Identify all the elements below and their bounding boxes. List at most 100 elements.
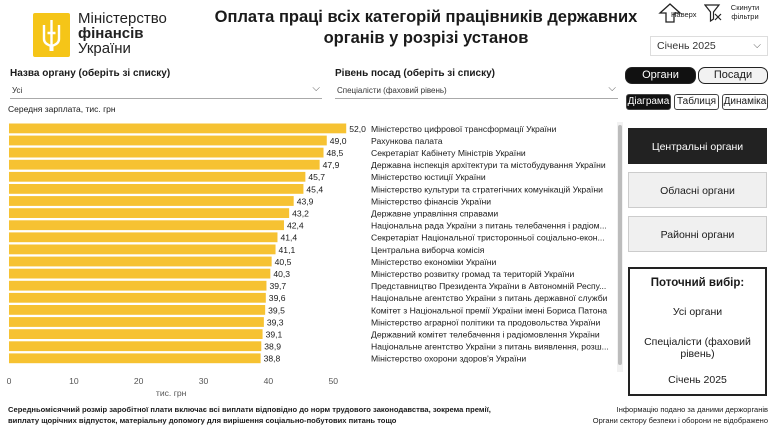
bar-19 (9, 341, 262, 352)
x-tick-label: 20 (134, 376, 144, 386)
chart-scrollbar-thumb[interactable] (618, 125, 622, 365)
trident-icon (42, 20, 61, 51)
footer-source-line-2: Органи сектору безпеки і оборони не відо… (592, 416, 768, 425)
x-tick-label: 30 (199, 376, 209, 386)
bar-value-label: 43,2 (292, 209, 309, 219)
category-label: Міністерство цифрової трансформації Укра… (371, 124, 557, 134)
bar-value-label: 42,4 (287, 221, 304, 231)
bar-2 (9, 135, 327, 146)
selection-period: Січень 2025 (668, 374, 727, 386)
selection-position: Спеціалісти (фаховий рівень) (644, 336, 751, 360)
x-tick-label: 40 (264, 376, 274, 386)
bar-17 (9, 317, 264, 327)
position-filter-dropdown[interactable]: Спеціалісти (фаховий рівень) ⌵ (335, 83, 618, 99)
up-arrow-icon (658, 3, 682, 23)
category-label: Національна рада України з питань телеба… (371, 221, 607, 231)
org-filter-label: Назва органу (оберіть зі списку) (10, 68, 171, 79)
chevron-down-icon: ⌵ (608, 83, 616, 94)
category-label: Представництво Президента України в Авто… (371, 281, 606, 291)
chevron-down-icon: ⌵ (312, 83, 320, 94)
logo-line-3: України (78, 40, 131, 57)
level-regional-button[interactable]: Обласні органи (628, 172, 767, 208)
bar-value-label: 41,1 (279, 245, 296, 255)
bar-18 (9, 329, 263, 339)
x-axis-label: тис. грн (156, 388, 187, 398)
footer-source: Інформацію подано за даними держорганів … (555, 404, 768, 426)
position-filter-label: Рівень посад (оберіть зі списку) (335, 68, 495, 79)
bar-7 (9, 196, 294, 206)
bar-5 (9, 171, 306, 182)
ministry-logo-text: Міністерство фінансів України (78, 11, 167, 56)
level-district-button[interactable]: Районні органи (628, 216, 767, 252)
org-filter-value: Усі (12, 86, 23, 95)
logo-line-1: Міністерство (78, 10, 167, 27)
category-label: Міністерство культури та стратегічних ко… (371, 184, 603, 194)
category-label: Міністерство аграрної політики та продов… (371, 317, 600, 327)
bar-value-label: 39,5 (268, 305, 285, 315)
toggle-organs[interactable]: Органи (625, 67, 696, 84)
logo-line-2: фінансів (78, 25, 144, 42)
category-label: Міністерство економіки України (371, 257, 497, 267)
bar-12 (9, 256, 272, 267)
position-filter-value: Спеціалісти (фаховий рівень) (337, 86, 447, 95)
category-label: Міністерство юстиції України (371, 172, 486, 182)
category-label: Національне агентство України з питань в… (371, 342, 609, 352)
category-label: Державна інспекція архітектури та містоб… (371, 160, 606, 170)
bar-3 (9, 147, 324, 158)
salary-bar-chart: 52,0 Міністерство цифрової трансформації … (7, 123, 609, 398)
footer-note-line-2: виплату щорічних відпусток, матеріальну … (8, 416, 397, 425)
org-filter-dropdown[interactable]: Усі ⌵ (10, 83, 322, 99)
bar-14 (9, 280, 267, 291)
bar-value-label: 38,8 (264, 354, 281, 364)
level-central-button[interactable]: Центральні органи (628, 128, 767, 164)
bar-4 (9, 159, 320, 170)
toggle-positions[interactable]: Посади (698, 67, 768, 84)
bar-value-label: 49,0 (330, 136, 347, 146)
bar-8 (9, 208, 290, 218)
selection-title: Поточний вибір: (650, 277, 745, 289)
x-tick-label: 50 (328, 376, 338, 386)
selection-org: Усі органи (672, 306, 723, 318)
bar-value-label: 45,7 (308, 172, 325, 182)
category-label: Комітет з Національної премії України ім… (371, 305, 607, 315)
footer-note-line-1: Середньомісячний розмір заробітної плати… (8, 405, 491, 414)
footer-note: Середньомісячний розмір заробітної плати… (8, 404, 491, 426)
page-title: Оплата праці всіх категорій працівників … (214, 8, 638, 47)
bar-value-label: 39,1 (266, 330, 283, 340)
bar-value-label: 52,0 (349, 124, 366, 134)
bar-value-label: 47,9 (323, 160, 340, 170)
bar-value-label: 43,9 (297, 196, 314, 206)
tab-table[interactable]: Таблиця (674, 94, 719, 110)
category-label: Центральна виборча комісія (371, 245, 485, 255)
bar-value-label: 40,3 (273, 269, 290, 279)
chevron-down-icon: ⌵ (753, 40, 761, 51)
chart-title: Середня зарплата, тис. грн (8, 104, 116, 114)
bar-value-label: 40,5 (275, 257, 292, 267)
bar-13 (9, 268, 271, 279)
x-tick-label: 0 (7, 376, 12, 386)
scroll-up-label: Наверх (671, 10, 697, 19)
category-label: Державне управління справами (371, 209, 498, 219)
bar-value-label: 39,7 (269, 281, 286, 291)
category-label: Міністерство охорони здоров'я України (371, 354, 526, 364)
category-label: Секретаріат Кабінету Міністрів України (371, 148, 526, 158)
ministry-logo-emblem (33, 13, 70, 57)
current-selection-panel: Поточний вибір: Усі органи Спеціалісти (… (628, 267, 767, 396)
scroll-up-button[interactable]: Наверх (647, 3, 697, 23)
bar-11 (9, 244, 276, 255)
category-label: Національне агентство України з питань д… (371, 293, 608, 303)
bar-1 (9, 123, 347, 134)
bar-value-label: 39,3 (267, 317, 284, 327)
category-label: Державний комітет телебачення і радіомов… (371, 330, 600, 340)
tab-dynamics[interactable]: Динаміка (722, 94, 768, 110)
bar-15 (9, 292, 266, 303)
bar-6 (9, 184, 304, 194)
bar-20 (9, 353, 261, 364)
period-value: Січень 2025 (657, 40, 716, 52)
tab-diagram[interactable]: Діаграма (626, 94, 671, 110)
footer-source-line-1: Інформацію подано за даними держорганів (616, 405, 768, 414)
bar-value-label: 38,9 (264, 342, 281, 352)
category-label: Міністерство фінансів України (371, 196, 491, 206)
period-select[interactable]: Січень 2025 ⌵ (650, 36, 768, 56)
bar-value-label: 48,5 (327, 148, 344, 158)
